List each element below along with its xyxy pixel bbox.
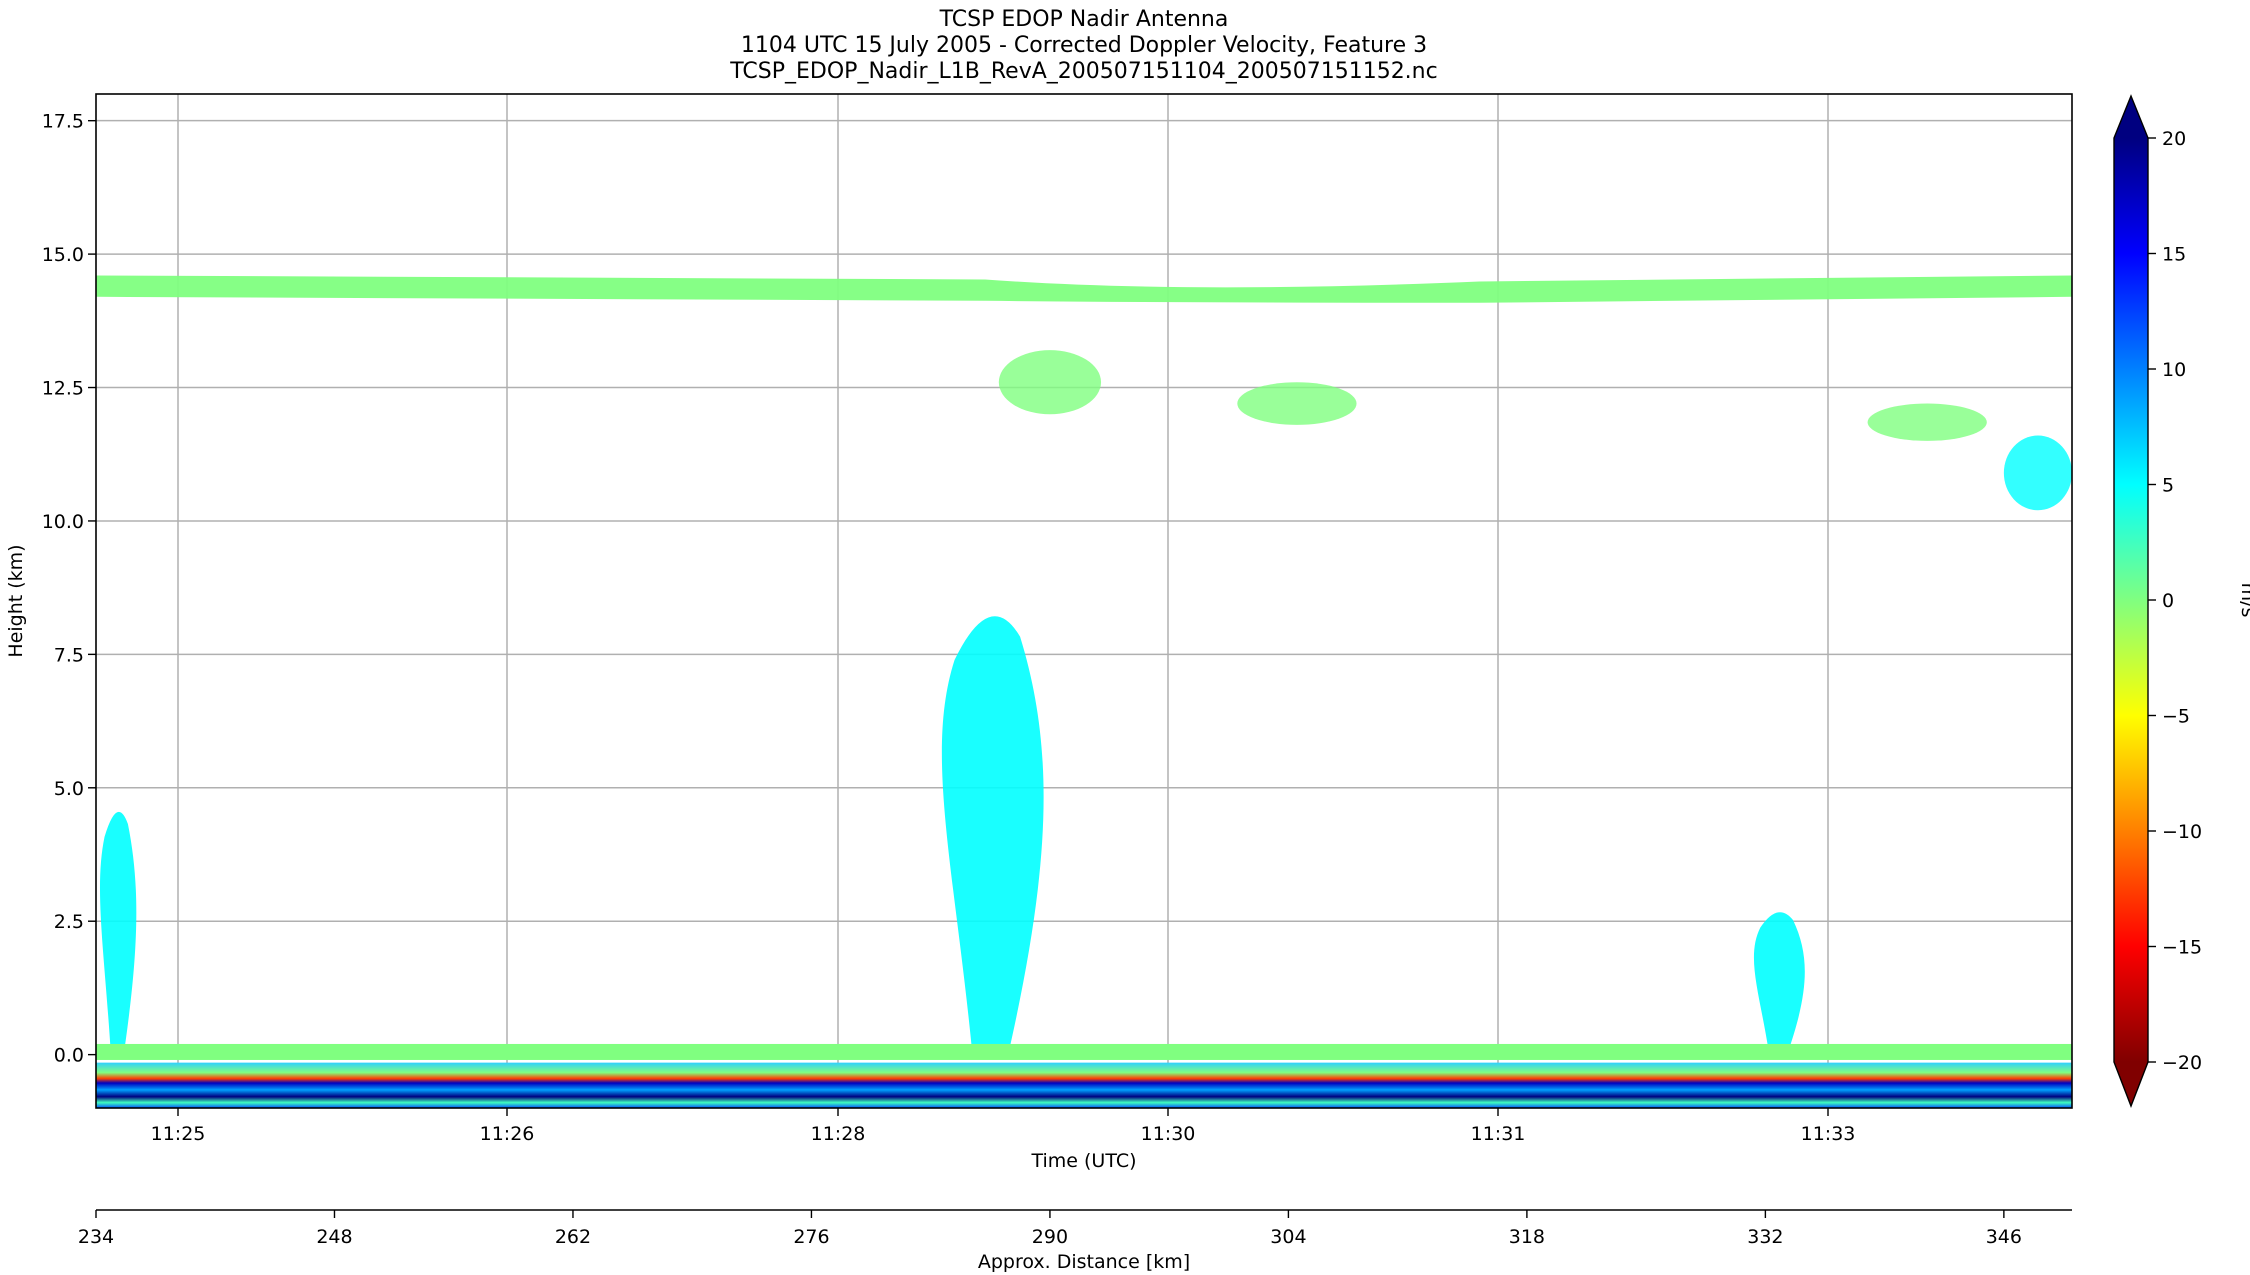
y-tick-label: 0.0 xyxy=(54,1045,84,1067)
colorbar-tick-label: 10 xyxy=(2162,359,2186,381)
plot-background xyxy=(96,94,2072,1108)
colorbar-extend-bottom xyxy=(2114,1062,2148,1106)
feature-layer xyxy=(96,275,2072,1108)
title-line-3: TCSP_EDOP_Nadir_L1B_RevA_200507151104_20… xyxy=(729,59,1437,84)
x-tick-label: 11:33 xyxy=(1801,1123,1856,1145)
colorbar-tick-label: −15 xyxy=(2162,937,2202,959)
x-axis-time: 11:25 11:26 11:28 11:30 11:31 11:33 xyxy=(151,1108,1856,1145)
y-tick-label: 5.0 xyxy=(54,778,84,800)
colorbar-tick-label: −5 xyxy=(2162,706,2190,728)
y-axis: 0.0 2.5 5.0 7.5 10.0 12.5 15.0 17.5 xyxy=(42,111,96,1067)
x2-axis-label: Approx. Distance [km] xyxy=(978,1251,1190,1273)
cloud-patch xyxy=(1867,403,1987,441)
x2-tick-label: 248 xyxy=(316,1226,352,1248)
mirror-image-band xyxy=(96,1062,2072,1108)
colorbar-tick-label: 0 xyxy=(2162,590,2174,612)
x2-tick-label: 346 xyxy=(1986,1226,2022,1248)
y-axis-label: Height (km) xyxy=(5,544,27,657)
y-tick-label: 17.5 xyxy=(42,111,84,133)
convective-column xyxy=(941,616,1044,1055)
x-tick-label: 11:30 xyxy=(1141,1123,1196,1145)
x2-tick-label: 318 xyxy=(1509,1226,1545,1248)
surface-return xyxy=(96,1043,2072,1060)
y-tick-label: 7.5 xyxy=(54,644,84,666)
cloud-patch xyxy=(1237,382,1357,425)
x-tick-label: 11:31 xyxy=(1471,1123,1526,1145)
colorbar-tick-label: 15 xyxy=(2162,244,2186,266)
convective-column xyxy=(1753,912,1805,1055)
title-line-1: TCSP EDOP Nadir Antenna xyxy=(939,7,1229,32)
x2-tick-label: 276 xyxy=(793,1226,829,1248)
y-tick-label: 2.5 xyxy=(54,911,84,933)
x2-tick-label: 332 xyxy=(1747,1226,1783,1248)
upper-cloud-layer xyxy=(96,275,2072,303)
y-tick-label: 12.5 xyxy=(42,378,84,400)
cloud-patch xyxy=(2003,435,2072,511)
colorbar-label: m/s xyxy=(2237,583,2250,618)
x-tick-label: 11:26 xyxy=(480,1123,535,1145)
grid-lines xyxy=(96,94,2072,1108)
colorbar-body xyxy=(2114,138,2148,1062)
plot-frame xyxy=(95,93,2073,1109)
colorbar-tick-label: −10 xyxy=(2162,821,2202,843)
colorbar-axis: −20 −15 −10 −5 0 5 10 15 20 xyxy=(2148,128,2202,1074)
colorbar-tick-label: −20 xyxy=(2162,1052,2202,1074)
x-axis-label: Time (UTC) xyxy=(1030,1150,1136,1172)
x2-tick-label: 290 xyxy=(1032,1226,1068,1248)
cloud-patch xyxy=(998,350,1102,415)
title-line-2: 1104 UTC 15 July 2005 - Corrected Dopple… xyxy=(741,33,1427,58)
y-tick-label: 10.0 xyxy=(42,511,84,533)
x2-tick-label: 304 xyxy=(1270,1226,1306,1248)
x-tick-label: 11:28 xyxy=(811,1123,866,1145)
colorbar-tick-label: 20 xyxy=(2162,128,2186,150)
colorbar-extend-top xyxy=(2114,96,2148,138)
y-tick-label: 15.0 xyxy=(42,244,84,266)
x2-tick-label: 262 xyxy=(555,1226,591,1248)
convective-column xyxy=(99,811,137,1055)
x-tick-label: 11:25 xyxy=(151,1123,206,1145)
x-axis-distance: 234 248 262 276 290 304 318 332 346 xyxy=(78,1210,2022,1248)
colorbar-tick-label: 5 xyxy=(2162,475,2174,497)
x2-tick-label: 234 xyxy=(78,1226,114,1248)
